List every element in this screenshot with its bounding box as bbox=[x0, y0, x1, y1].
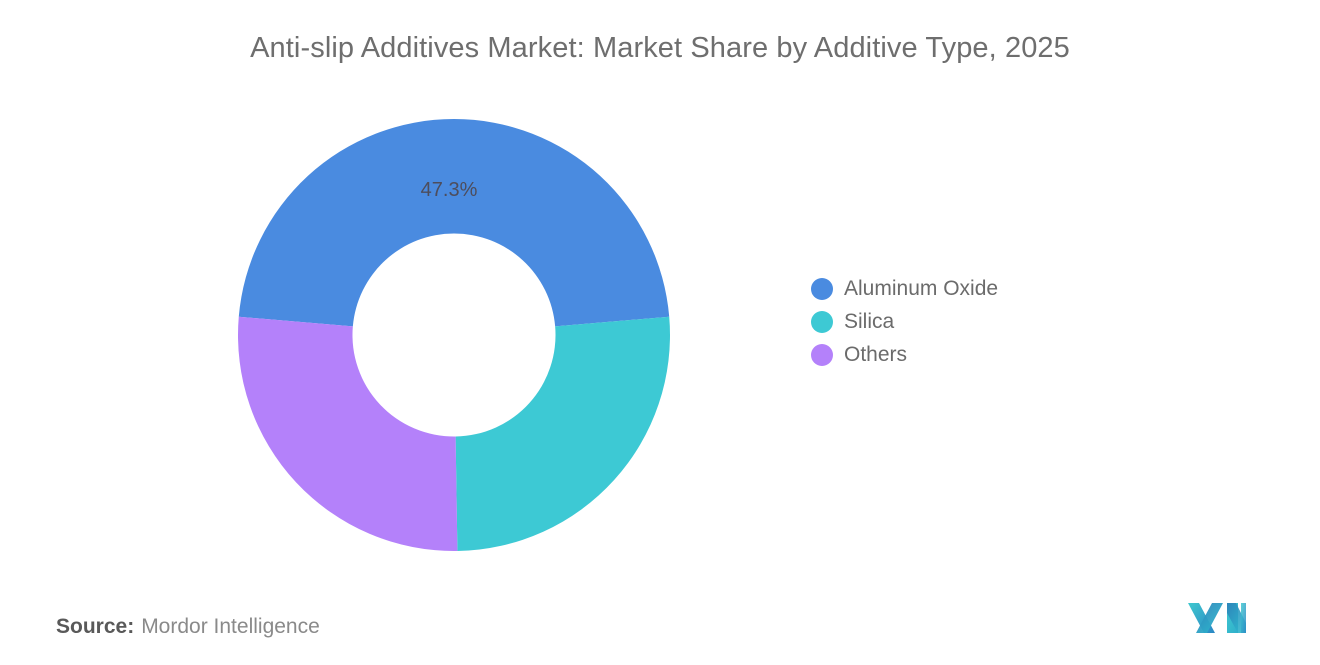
mordor-intelligence-logo-icon bbox=[1186, 601, 1248, 635]
legend-item-others[interactable]: Others bbox=[811, 338, 998, 371]
legend-swatch-icon bbox=[811, 277, 833, 300]
page-title: Anti-slip Additives Market: Market Share… bbox=[250, 32, 1070, 64]
legend-item-label: Others bbox=[844, 342, 908, 366]
donut-chart-svg bbox=[238, 119, 670, 551]
pie-slice-others[interactable] bbox=[238, 316, 458, 551]
legend-item-aluminum-oxide[interactable]: Aluminum Oxide bbox=[811, 272, 998, 305]
pie-slice-aluminum-oxide[interactable] bbox=[238, 119, 670, 327]
legend-swatch-icon bbox=[811, 343, 833, 366]
chart-legend: Aluminum Oxide Silica Others bbox=[811, 272, 998, 371]
pie-slice-silica[interactable] bbox=[455, 316, 670, 551]
legend-item-silica[interactable]: Silica bbox=[811, 305, 998, 338]
source-label: Source: bbox=[56, 615, 135, 638]
donut-chart: 47.3% bbox=[238, 119, 670, 551]
legend-swatch-icon bbox=[811, 310, 833, 333]
source-value: Mordor Intelligence bbox=[141, 615, 320, 638]
source-attribution: Source: Mordor Intelligence bbox=[56, 612, 320, 642]
legend-item-label: Aluminum Oxide bbox=[844, 276, 999, 300]
legend-item-label: Silica bbox=[844, 309, 895, 333]
